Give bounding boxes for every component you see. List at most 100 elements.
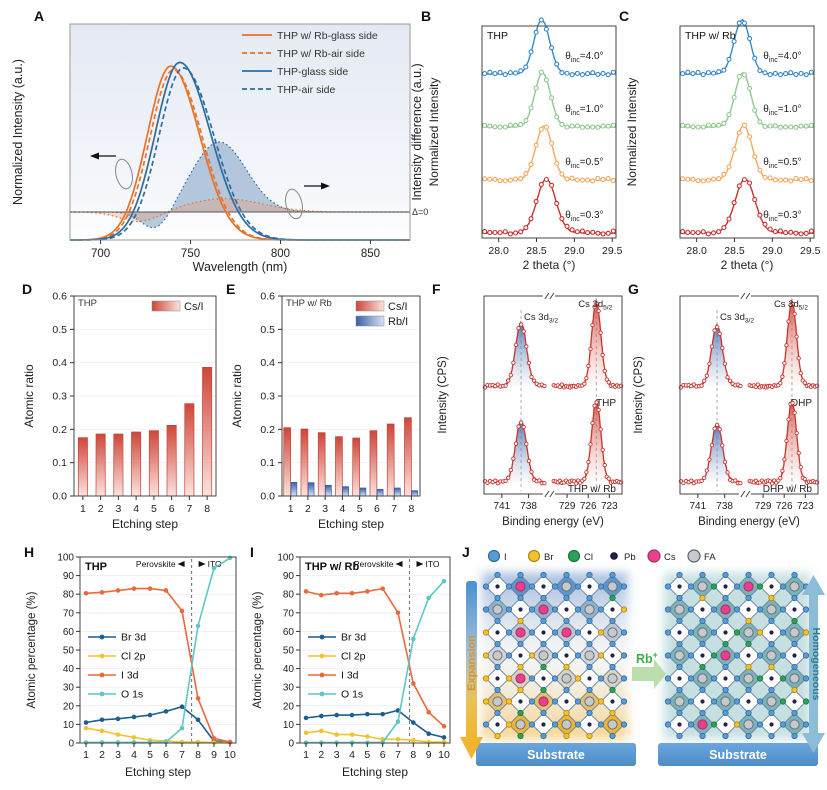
svg-text:0.1: 0.1	[260, 457, 275, 469]
svg-text:Atomic ratio: Atomic ratio	[22, 364, 36, 428]
svg-text:90: 90	[283, 571, 295, 582]
svg-text:0.1: 0.1	[52, 457, 67, 469]
svg-text:I 3d: I 3d	[341, 670, 359, 682]
svg-text:0.0: 0.0	[52, 491, 67, 503]
svg-text:0.3: 0.3	[260, 391, 275, 403]
svg-text:0: 0	[288, 739, 294, 750]
svg-text:θinc=4.0°: θinc=4.0°	[565, 51, 603, 64]
svg-text:28.0: 28.0	[488, 245, 509, 257]
svg-text:726: 726	[580, 501, 597, 512]
svg-text:726: 726	[776, 501, 793, 512]
svg-text:5: 5	[151, 503, 157, 515]
svg-text:1: 1	[80, 503, 86, 515]
svg-text:Atomic percentage (%): Atomic percentage (%)	[26, 591, 38, 708]
svg-text:7: 7	[186, 503, 192, 515]
panel-j-plot: I Br Cl Pb Cs FA Substrate Substrate Expansion Ho…	[460, 549, 825, 766]
svg-text:8: 8	[410, 749, 416, 761]
svg-text:0.6: 0.6	[52, 291, 67, 303]
svg-text:FA: FA	[704, 552, 716, 563]
svg-text:THP w/ Rb: THP w/ Rb	[685, 30, 736, 42]
svg-text:850: 850	[361, 248, 380, 260]
svg-text:7: 7	[395, 749, 401, 761]
svg-text:Cs 3d5/2: Cs 3d5/2	[774, 299, 808, 312]
svg-text:Atomic percentage (%): Atomic percentage (%)	[252, 591, 264, 708]
svg-text:738: 738	[716, 501, 733, 512]
svg-text:6: 6	[169, 503, 175, 515]
svg-text:20: 20	[283, 701, 295, 712]
svg-text:THP w/ Rb-air side: THP w/ Rb-air side	[277, 48, 365, 60]
svg-text:THP: THP	[596, 398, 616, 409]
svg-text:29.5: 29.5	[602, 245, 623, 257]
svg-text:100: 100	[277, 553, 294, 564]
svg-text:6: 6	[380, 749, 386, 761]
svg-text:1: 1	[303, 749, 309, 761]
panel-f-plot: THP THP w/ Rb Cs 3d3/2 Cs 3d5/2 741 738 729 726…	[437, 292, 624, 528]
svg-text:738: 738	[520, 501, 537, 512]
svg-text:Atomic ratio: Atomic ratio	[230, 364, 244, 428]
svg-text:Binding energy (eV): Binding energy (eV)	[502, 516, 604, 528]
svg-text:Etching step: Etching step	[342, 765, 408, 779]
panel-e-letter: E	[226, 281, 236, 297]
svg-text:Etching step: Etching step	[318, 517, 384, 531]
panel-b-letter: B	[421, 8, 432, 24]
svg-text:4: 4	[349, 749, 355, 761]
svg-text:4: 4	[339, 503, 345, 515]
svg-text:40: 40	[283, 664, 295, 675]
svg-text:9: 9	[426, 749, 432, 761]
svg-text:Etching step: Etching step	[125, 765, 191, 779]
svg-text:0: 0	[68, 739, 74, 750]
svg-text:Intensity difference (a.u.): Intensity difference (a.u.)	[410, 63, 424, 200]
svg-text:Cs/I: Cs/I	[184, 301, 204, 313]
svg-text:Pb: Pb	[624, 552, 636, 563]
svg-text:80: 80	[283, 590, 295, 601]
svg-text:Normalized Intensity: Normalized Intensity	[625, 78, 639, 187]
svg-text:3: 3	[115, 503, 121, 515]
svg-text:1: 1	[288, 503, 294, 515]
svg-text:28.5: 28.5	[724, 245, 745, 257]
panel-d-plot: 1 2 3 4 5 6 7 8 0.0 0.1 0.2 0.3 0.4 0.5 0.6 THP Cs/I Etch…	[22, 291, 217, 531]
svg-text:60: 60	[283, 627, 295, 638]
svg-text:723: 723	[797, 501, 814, 512]
panel-h-letter: H	[24, 544, 35, 560]
svg-text:70: 70	[283, 608, 295, 619]
svg-text:THP-air side: THP-air side	[277, 84, 336, 96]
svg-text:2: 2	[98, 503, 104, 515]
svg-text:Perovskite: Perovskite	[354, 559, 394, 569]
svg-text:723: 723	[601, 501, 618, 512]
svg-text:Intensity (CPS): Intensity (CPS)	[437, 356, 449, 433]
svg-text:ITO: ITO	[426, 559, 440, 569]
svg-text:2: 2	[305, 503, 311, 515]
svg-text:θinc=0.3°: θinc=0.3°	[565, 210, 603, 223]
svg-text:3: 3	[334, 749, 340, 761]
panel-a-letter: A	[34, 8, 45, 24]
svg-text:I 3d: I 3d	[121, 670, 139, 682]
svg-text:4: 4	[131, 749, 137, 761]
panel-c-plot: θinc=4.0° θinc=1.0° θinc=0.5° θinc=0.3° THP …	[625, 18, 821, 272]
panel-i-letter: I	[250, 544, 254, 560]
svg-text:θinc=1.0°: θinc=1.0°	[565, 104, 603, 117]
svg-text:729: 729	[559, 501, 576, 512]
svg-text:Etching step: Etching step	[112, 517, 178, 531]
svg-text:2: 2	[318, 749, 324, 761]
svg-text:741: 741	[690, 501, 707, 512]
svg-text:Cl 2p: Cl 2p	[121, 651, 146, 663]
svg-text:4: 4	[133, 503, 139, 515]
svg-text:29.0: 29.0	[564, 245, 585, 257]
svg-text:THP-glass side: THP-glass side	[277, 66, 348, 78]
panel-g-plot: DHP DHP w/ Rb Cs 3d3/2 Cs 3d5/2 741 738 729 726…	[633, 292, 820, 528]
svg-text:0.4: 0.4	[52, 357, 67, 369]
svg-text:29.0: 29.0	[762, 245, 783, 257]
svg-text:THP w/ Rb: THP w/ Rb	[568, 484, 617, 495]
panel-i-plot: Perovskite ITO Br 3d Cl 2p I 3d O 1s THP w/ Rb…	[252, 553, 451, 779]
svg-text:Expansion: Expansion	[466, 635, 478, 691]
svg-text:Δ=0: Δ=0	[412, 207, 428, 217]
svg-text:3: 3	[322, 503, 328, 515]
svg-text:10: 10	[283, 720, 295, 731]
panel-d-letter: D	[22, 281, 33, 297]
svg-text:40: 40	[63, 664, 75, 675]
svg-text:0.5: 0.5	[52, 324, 67, 336]
panel-b-plot: θinc=4.0° θinc=1.0° θinc=0.5° θinc=0.3° THP 2…	[427, 17, 623, 272]
svg-text:Binding energy (eV): Binding energy (eV)	[698, 516, 800, 528]
svg-text:0.0: 0.0	[260, 491, 275, 503]
svg-text:Perovskite: Perovskite	[136, 559, 176, 569]
